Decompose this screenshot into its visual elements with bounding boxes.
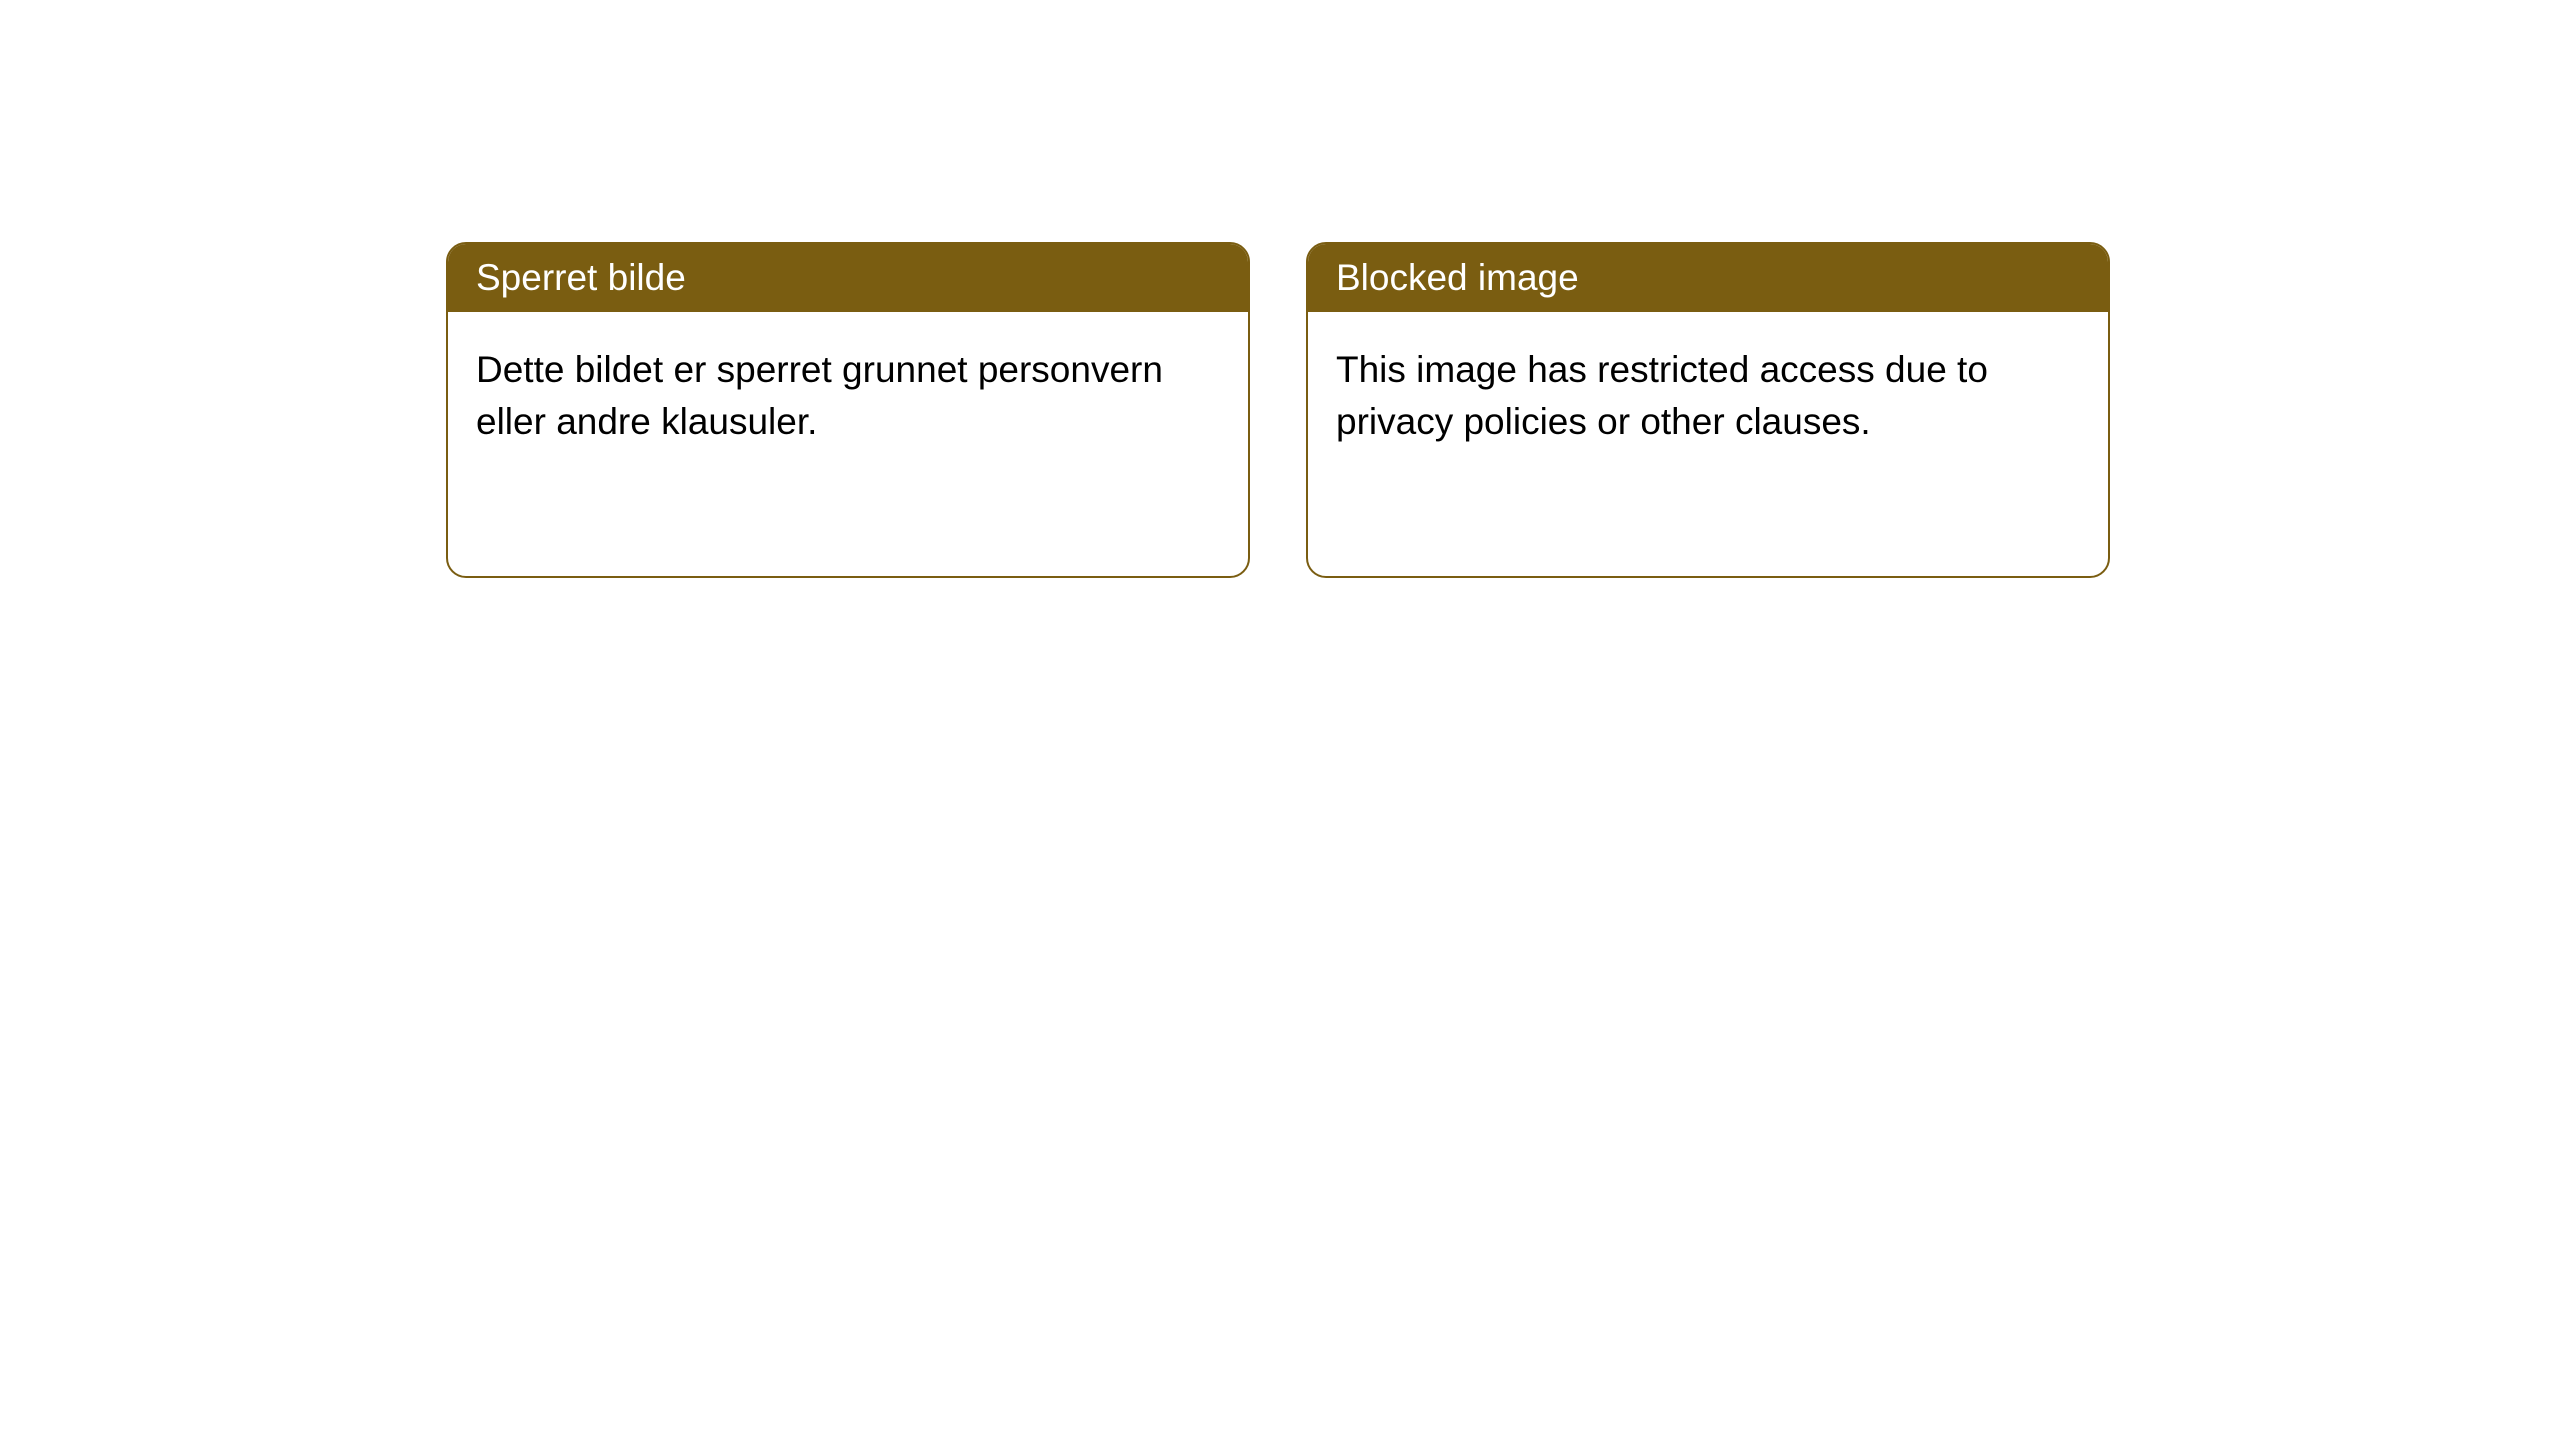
- notice-card-body: This image has restricted access due to …: [1308, 312, 2108, 480]
- notice-container: Sperret bilde Dette bildet er sperret gr…: [0, 0, 2560, 578]
- notice-card-english: Blocked image This image has restricted …: [1306, 242, 2110, 578]
- notice-card-title: Blocked image: [1308, 244, 2108, 312]
- notice-card-body: Dette bildet er sperret grunnet personve…: [448, 312, 1248, 480]
- notice-card-norwegian: Sperret bilde Dette bildet er sperret gr…: [446, 242, 1250, 578]
- notice-card-title: Sperret bilde: [448, 244, 1248, 312]
